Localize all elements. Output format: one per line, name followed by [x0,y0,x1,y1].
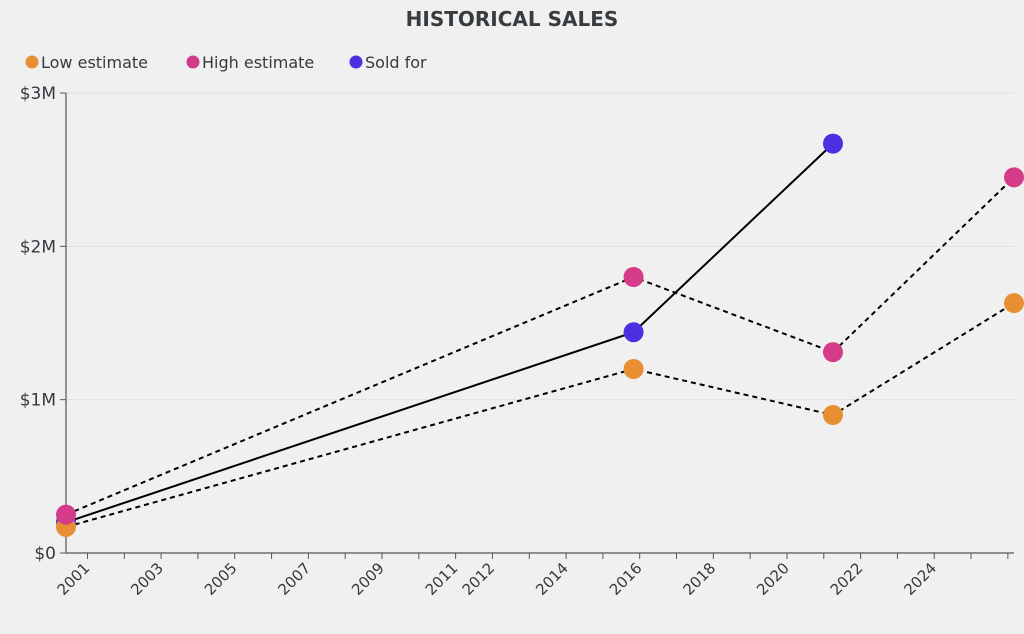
legend-label: Low estimate [41,53,148,72]
legend-label: High estimate [202,53,314,72]
data-point-high-estimate [822,342,843,363]
x-tick-label: 2020 [753,559,793,599]
data-point-sold-for [822,133,843,154]
data-point-high-estimate [1004,167,1024,188]
series-line-high-estimate [65,176,1015,516]
x-tick-label: 2016 [606,559,646,599]
x-tick-label: 2011 [422,559,462,599]
y-tick-label: $3M [20,84,56,104]
data-point-high-estimate [56,504,76,525]
series-line-low-estimate [65,302,1015,528]
gridlines [66,92,1014,401]
legend-marker [25,55,39,69]
x-tick-label: 2003 [127,559,167,599]
x-tick-label: 2005 [201,559,241,599]
x-tick-label: 2014 [532,559,572,599]
legend-label: Sold for [365,53,427,72]
x-tick-label: 2018 [679,559,719,599]
series-layer [56,133,1024,537]
x-tick-label: 2012 [459,559,499,599]
x-tick-label: 2007 [274,559,314,599]
data-point-high-estimate [623,267,644,287]
data-point-sold-for [623,322,644,343]
legend-marker [186,55,200,69]
y-tick-label: $2M [20,237,56,257]
y-tick-label: $0 [34,544,56,564]
x-tick-label: 2001 [54,559,94,599]
data-point-low-estimate [1004,293,1024,314]
series-line-sold-for [65,142,834,524]
data-point-low-estimate [623,359,644,379]
x-tick-label: 2009 [348,559,388,599]
chart-title: HISTORICAL SALES [406,7,619,31]
x-tick-label: 2022 [827,559,867,599]
legend-marker [349,55,363,69]
legend: Low estimate High estimate Sold for [25,53,427,72]
y-tick-label: $1M [20,391,56,411]
data-point-low-estimate [822,405,843,425]
x-tick-label: 2024 [900,559,940,599]
